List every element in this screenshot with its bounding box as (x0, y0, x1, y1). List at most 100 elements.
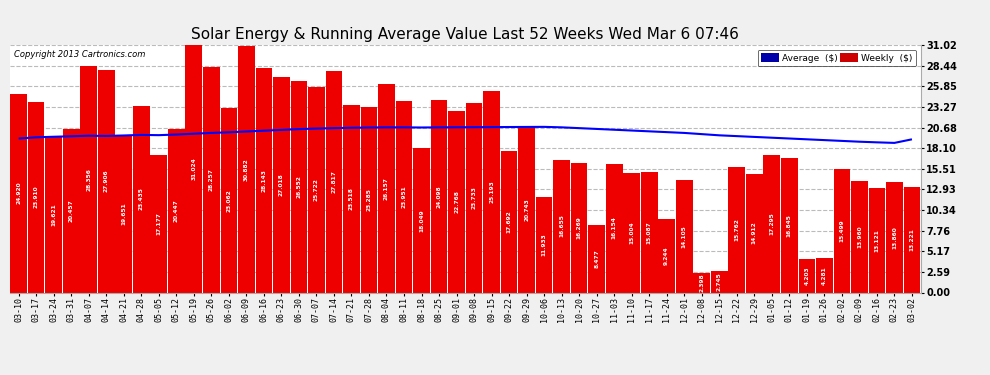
Bar (519, 127, 535, 292)
Bar (116, 136, 132, 292)
Bar (133, 105, 149, 292)
Text: 9.244: 9.244 (664, 246, 669, 265)
Text: 15.499: 15.499 (840, 219, 844, 242)
Text: 2.398: 2.398 (699, 274, 704, 292)
Bar (28, 102, 45, 292)
Bar (746, 174, 762, 292)
Text: 27.817: 27.817 (332, 170, 337, 193)
Bar (851, 181, 867, 292)
Bar (693, 273, 710, 292)
Text: 20.743: 20.743 (524, 198, 529, 221)
Bar (553, 160, 570, 292)
Text: 4.281: 4.281 (822, 266, 827, 285)
Bar (711, 271, 728, 292)
Text: 2.745: 2.745 (717, 272, 722, 291)
Text: 26.552: 26.552 (296, 175, 301, 198)
Text: 13.960: 13.960 (857, 225, 862, 248)
Bar (904, 187, 921, 292)
Bar (483, 92, 500, 292)
Bar (203, 67, 220, 292)
Bar (238, 46, 254, 292)
Text: 4.203: 4.203 (804, 266, 810, 285)
Bar (676, 180, 693, 292)
Bar (834, 169, 850, 292)
Text: 14.912: 14.912 (751, 222, 756, 245)
Text: 17.692: 17.692 (507, 210, 512, 233)
Text: 24.098: 24.098 (437, 185, 442, 208)
Legend: Average  ($), Weekly  ($): Average ($), Weekly ($) (757, 50, 916, 66)
Text: 27.018: 27.018 (279, 173, 284, 196)
Text: 15.087: 15.087 (646, 221, 651, 244)
Bar (326, 70, 343, 292)
Bar (571, 163, 587, 292)
Bar (588, 225, 605, 292)
Bar (168, 129, 184, 292)
Text: 19.621: 19.621 (51, 203, 56, 226)
Text: Copyright 2013 Cartronics.com: Copyright 2013 Cartronics.com (15, 50, 146, 59)
Text: 28.257: 28.257 (209, 168, 214, 191)
Text: 19.651: 19.651 (121, 203, 127, 225)
Text: 23.951: 23.951 (402, 186, 407, 209)
Text: 31.024: 31.024 (191, 158, 196, 180)
Bar (344, 105, 359, 292)
Bar (150, 156, 167, 292)
Text: 28.143: 28.143 (261, 169, 266, 192)
Text: 20.457: 20.457 (68, 200, 73, 222)
Bar (448, 111, 465, 292)
Bar (431, 100, 447, 292)
Text: 26.157: 26.157 (384, 177, 389, 200)
Text: 16.655: 16.655 (559, 214, 564, 237)
Text: 17.295: 17.295 (769, 212, 774, 235)
Text: 25.193: 25.193 (489, 181, 494, 203)
Text: 23.285: 23.285 (366, 188, 371, 211)
Bar (360, 107, 377, 292)
Bar (185, 45, 202, 292)
Bar (396, 101, 412, 292)
Bar (606, 164, 623, 292)
Bar (80, 66, 97, 292)
Text: 15.004: 15.004 (630, 221, 635, 244)
Text: 30.882: 30.882 (244, 158, 248, 181)
Bar (63, 129, 79, 292)
Text: 23.910: 23.910 (34, 186, 39, 209)
Bar (465, 103, 482, 292)
Text: 27.906: 27.906 (104, 170, 109, 192)
Text: 13.121: 13.121 (874, 229, 879, 252)
Text: 16.269: 16.269 (576, 216, 582, 239)
Text: 28.356: 28.356 (86, 168, 91, 191)
Bar (816, 258, 833, 292)
Text: 23.733: 23.733 (471, 186, 476, 209)
Text: 13.860: 13.860 (892, 226, 897, 249)
Text: 23.518: 23.518 (348, 187, 354, 210)
Text: 22.768: 22.768 (454, 190, 459, 213)
Bar (658, 219, 675, 292)
Bar (291, 81, 307, 292)
Bar (781, 158, 798, 292)
Text: 18.049: 18.049 (419, 209, 424, 232)
Bar (98, 70, 115, 292)
Bar (624, 173, 640, 292)
Bar (799, 259, 815, 292)
Bar (886, 182, 903, 292)
Bar (536, 197, 552, 292)
Bar (868, 188, 885, 292)
Bar (413, 148, 430, 292)
Title: Solar Energy & Running Average Value Last 52 Weeks Wed Mar 6 07:46: Solar Energy & Running Average Value Las… (191, 27, 740, 42)
Text: 20.447: 20.447 (174, 200, 179, 222)
Text: 14.105: 14.105 (682, 225, 687, 248)
Text: 16.845: 16.845 (787, 214, 792, 237)
Bar (729, 167, 745, 292)
Text: 17.177: 17.177 (156, 213, 161, 236)
Bar (10, 94, 27, 292)
Text: 25.722: 25.722 (314, 178, 319, 201)
Text: 13.221: 13.221 (910, 228, 915, 251)
Bar (273, 77, 290, 292)
Bar (763, 154, 780, 292)
Bar (255, 68, 272, 292)
Bar (501, 152, 518, 292)
Text: 8.477: 8.477 (594, 249, 599, 268)
Text: 24.920: 24.920 (16, 182, 21, 204)
Bar (641, 172, 657, 292)
Bar (221, 108, 238, 292)
Bar (308, 87, 325, 292)
